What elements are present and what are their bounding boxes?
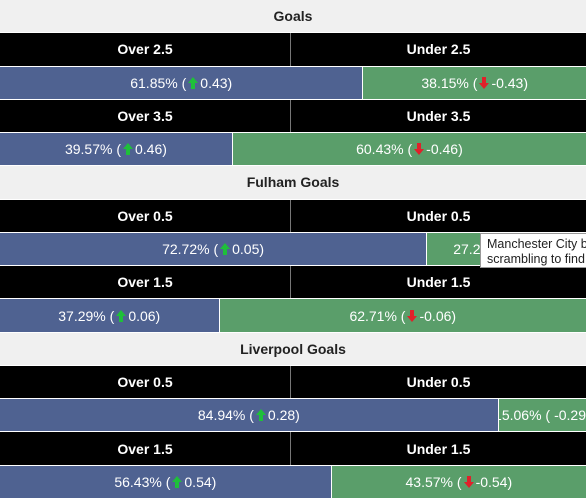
trend-arrow <box>123 143 133 156</box>
over-bar: 84.94% ( 0.28) <box>0 399 498 432</box>
arrow-shape <box>407 309 418 322</box>
probability-label: 84.94% ( <box>197 407 254 424</box>
probability-label: 72.72% ( <box>162 240 219 257</box>
over-header: Over 1.5 <box>0 266 291 299</box>
arrow-shape <box>116 309 127 322</box>
trend-arrow <box>188 76 199 89</box>
probability-bar: 37.29% ( 0.06) 62.71% ( -0.06) <box>0 299 586 332</box>
trend-arrow <box>116 309 127 322</box>
trend-arrow <box>407 309 418 322</box>
section-title-text: Goals <box>273 8 313 25</box>
market-header: Over 1.5 Under 1.5 <box>0 266 586 299</box>
arrow-shape <box>414 143 425 156</box>
over-bar: 72.72% ( 0.05) <box>0 232 427 266</box>
probability-label: 60.43% ( <box>356 141 413 158</box>
trend-arrow <box>414 143 425 156</box>
market-header: Over 1.5 Under 1.5 <box>0 432 586 465</box>
probability-label: 56.43% ( <box>114 473 171 490</box>
over-header: Over 2.5 <box>0 33 291 66</box>
over-bar: 39.57% ( 0.46) <box>0 133 232 166</box>
arrow-shape <box>220 242 231 255</box>
over-header: Over 1.5 <box>0 432 291 465</box>
change-label: -0.54) <box>475 473 513 490</box>
under-bar: 38.15% ( -0.43) <box>362 66 586 99</box>
tooltip-line: scrambling to find <box>487 252 585 266</box>
market-header: Over 2.5 Under 2.5 <box>0 33 586 66</box>
under-header: Under 0.5 <box>406 374 471 391</box>
change-label: -0.06) <box>419 307 457 324</box>
section-title: Liverpool Goals <box>0 332 586 365</box>
under-header: Under 2.5 <box>406 41 471 58</box>
probability-bar: 84.94% ( 0.28) 15.06% (-0.29) <box>0 399 586 432</box>
over-header: Over 0.5 <box>0 199 291 232</box>
section-title-text: Fulham Goals <box>246 174 340 191</box>
under-bar: 62.71% ( -0.06) <box>218 299 586 332</box>
arrow-shape <box>123 143 133 156</box>
under-header: Under 0.5 <box>406 207 471 224</box>
trend-arrow <box>479 76 490 89</box>
change-label: 0.28) <box>267 407 300 424</box>
section-title: Fulham Goals <box>0 166 586 199</box>
trend-arrow <box>220 242 231 255</box>
trend-arrow <box>255 409 266 422</box>
over-header: Over 0.5 <box>0 365 291 399</box>
probability-bar: 61.85% ( 0.43) 38.15% ( -0.43) <box>0 66 586 99</box>
probability-label: 15.06% ( <box>497 407 551 424</box>
probability-label: 62.71% ( <box>349 307 406 324</box>
arrow-shape <box>188 76 199 89</box>
change-label: 0.43) <box>200 74 233 91</box>
probability-label: 43.57% ( <box>405 473 462 490</box>
probability-label: 61.85% ( <box>130 74 187 91</box>
under-bar: 60.43% ( -0.46) <box>231 133 586 166</box>
change-label: 0.54) <box>184 473 217 490</box>
probability-label: 37.29% ( <box>58 307 115 324</box>
under-header: Under 3.5 <box>406 107 471 124</box>
under-header: Under 1.5 <box>406 440 471 457</box>
probability-label: 39.57% ( <box>64 141 121 158</box>
market-header: Over 3.5 Under 3.5 <box>0 99 586 133</box>
market-header: Over 0.5 Under 0.5 <box>0 365 586 399</box>
arrow-shape <box>463 475 474 488</box>
under-header: Under 1.5 <box>406 274 471 291</box>
change-label: -0.29) <box>554 407 586 424</box>
over-bar: 37.29% ( 0.06) <box>0 299 219 332</box>
tooltip: Manchester City bo scrambling to find <box>480 233 586 268</box>
arrow-shape <box>479 76 490 89</box>
change-label: 0.46) <box>135 141 167 158</box>
probability-bar: 39.57% ( 0.46) 60.43% ( -0.46) <box>0 133 586 166</box>
change-label: 0.06) <box>128 307 161 324</box>
over-bar: 61.85% ( 0.43) <box>0 66 363 99</box>
trend-arrow <box>463 475 474 488</box>
tooltip-line: Manchester City bo <box>487 237 586 251</box>
change-label: 0.05) <box>232 240 265 257</box>
section-title: Goals <box>0 0 586 33</box>
over-bar: 56.43% ( 0.54) <box>0 465 331 498</box>
over-header: Over 3.5 <box>0 99 291 133</box>
probability-bar: 56.43% ( 0.54) 43.57% ( -0.54) <box>0 465 586 498</box>
arrow-shape <box>172 475 183 488</box>
arrow-shape <box>255 409 266 422</box>
change-label: -0.43) <box>491 74 529 91</box>
market-header: Over 0.5 Under 0.5 <box>0 199 586 232</box>
section-title-text: Liverpool Goals <box>240 340 346 357</box>
trend-arrow <box>172 475 183 488</box>
change-label: -0.46) <box>426 141 463 158</box>
under-bar: 43.57% ( -0.54) <box>330 465 586 498</box>
under-bar: 15.06% (-0.29) <box>497 399 586 432</box>
probability-label: 38.15% ( <box>421 74 478 91</box>
